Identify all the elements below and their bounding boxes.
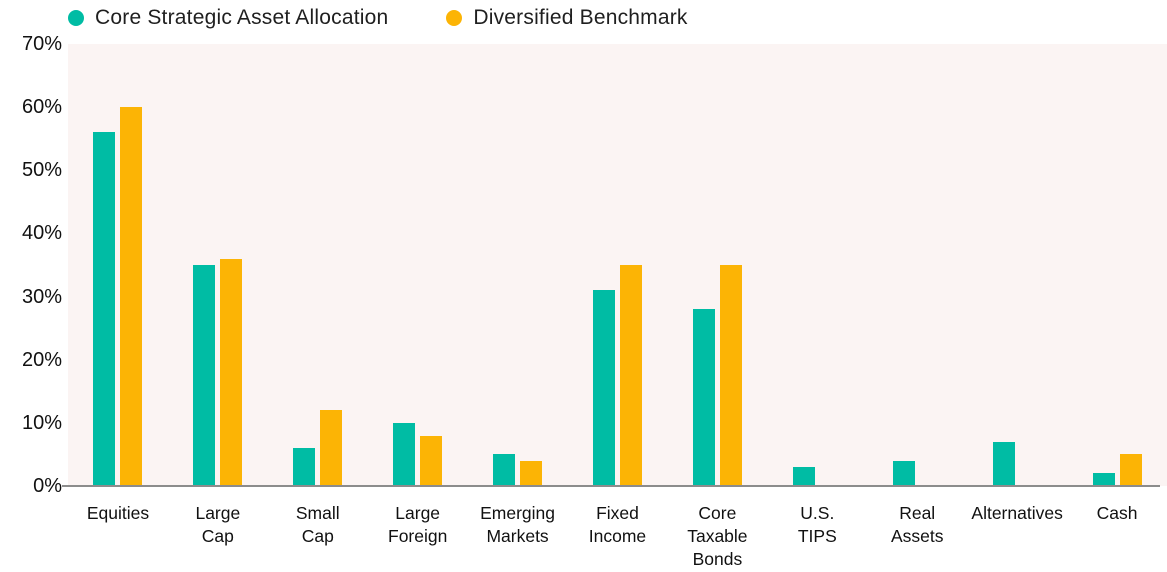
bar-group xyxy=(767,44,867,486)
bar xyxy=(692,309,715,486)
y-tick-label: 10% xyxy=(21,411,62,434)
y-tick-label: 20% xyxy=(21,348,62,371)
bar xyxy=(93,132,116,486)
bar-group xyxy=(268,44,368,486)
bar-group xyxy=(568,44,668,486)
y-tick-label: 60% xyxy=(21,96,62,119)
bar-groups xyxy=(68,44,1167,486)
bar xyxy=(193,265,216,486)
bar xyxy=(520,460,543,486)
bar xyxy=(719,265,742,486)
legend-dot-diversified-benchmark-icon xyxy=(446,10,463,26)
x-tick-label: Cash xyxy=(1096,503,1138,523)
bar-group xyxy=(1067,44,1167,486)
bar xyxy=(592,290,615,486)
chart-legend: Core Strategic Asset Allocation Diversif… xyxy=(68,6,688,30)
x-tick-label: Emerging Markets xyxy=(480,503,556,546)
bar-group xyxy=(867,44,967,486)
bar-group xyxy=(468,44,568,486)
legend-item-core-strategic: Core Strategic Asset Allocation xyxy=(68,6,388,30)
bar xyxy=(393,422,416,486)
bar xyxy=(293,448,316,486)
bar xyxy=(220,258,243,486)
legend-label-diversified-benchmark: Diversified Benchmark xyxy=(473,6,688,29)
bar-group xyxy=(667,44,767,486)
bar xyxy=(892,460,915,486)
bar xyxy=(320,410,343,486)
x-tick-label: Real Assets xyxy=(890,503,944,546)
x-tick-label: Core Taxable Bonds xyxy=(687,503,748,569)
y-tick-label: 30% xyxy=(21,285,62,308)
bar xyxy=(619,265,642,486)
y-tick-label: 40% xyxy=(21,222,62,245)
plot-area xyxy=(68,44,1167,486)
y-tick-label: 70% xyxy=(21,33,62,55)
x-tick-label: Equities xyxy=(86,503,150,523)
bar-group xyxy=(368,44,468,486)
x-tick-label: Small Cap xyxy=(295,503,340,546)
bar xyxy=(1092,473,1115,486)
y-tick-label: 0% xyxy=(33,475,62,497)
x-tick-label: U.S. TIPS xyxy=(797,503,837,546)
x-tick-label: Large Cap xyxy=(195,503,241,546)
bar-group xyxy=(967,44,1067,486)
x-tick-label: Alternatives xyxy=(971,503,1063,523)
legend-item-diversified-benchmark: Diversified Benchmark xyxy=(446,6,687,30)
bar xyxy=(1119,454,1142,486)
bar-group xyxy=(168,44,268,486)
bar xyxy=(792,467,815,486)
bar-group xyxy=(68,44,168,486)
x-tick-label: Fixed Income xyxy=(588,503,647,546)
bar xyxy=(120,107,143,486)
bar xyxy=(420,435,443,486)
x-axis-line xyxy=(62,485,1160,487)
bar xyxy=(992,441,1015,486)
bar xyxy=(493,454,516,486)
legend-label-core-strategic: Core Strategic Asset Allocation xyxy=(95,6,389,29)
x-axis-labels: Equities Large Cap Small Cap Large Foreign Emer… xyxy=(68,502,1167,571)
y-tick-label: 50% xyxy=(21,159,62,182)
x-tick-label: Large Foreign xyxy=(388,503,448,546)
legend-dot-core-strategic-icon xyxy=(68,10,84,26)
